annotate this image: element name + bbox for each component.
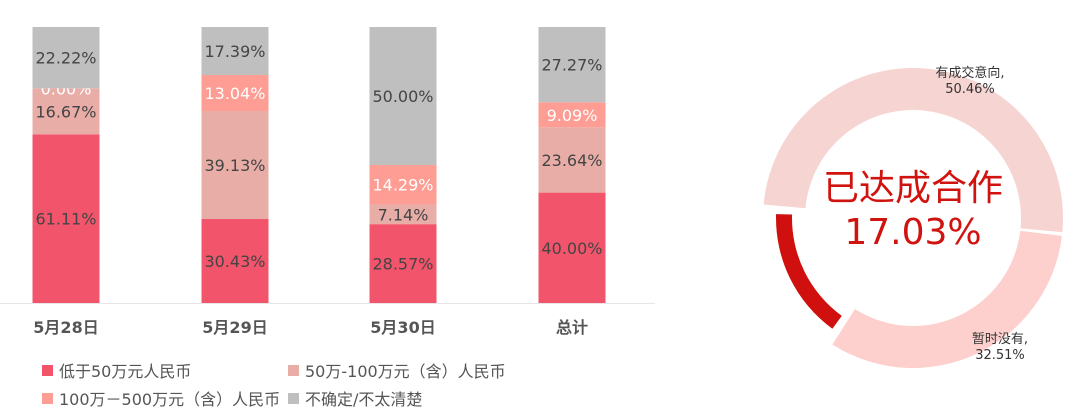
donut-slice	[776, 214, 842, 329]
legend-swatch	[42, 392, 53, 404]
data-label: 40.00%	[541, 239, 602, 258]
donut-center-title: 已达成合作	[823, 168, 1003, 209]
x-tick-label: 总计	[556, 318, 588, 337]
x-tick-label: 5月29日	[202, 318, 267, 337]
legend-item: 100万－500万元（含）人民币	[42, 386, 280, 410]
bar-segment	[32, 134, 100, 303]
slice-label: 暂时没有,	[972, 332, 1028, 347]
data-label: 30.43%	[204, 252, 265, 271]
legend-label: 100万－500万元（含）人民币	[59, 390, 281, 409]
data-label: 7.14%	[378, 205, 429, 224]
slice-value-label: 32.51%	[975, 348, 1025, 363]
bar-segment	[201, 111, 269, 220]
bar-segment	[369, 165, 437, 205]
legend-label: 不确定/不太清楚	[305, 390, 423, 409]
data-label: 27.27%	[541, 56, 602, 75]
slice-value-label: 50.46%	[945, 82, 995, 97]
bar-segment	[369, 224, 437, 303]
data-label: 13.04%	[204, 84, 265, 103]
bar-segment	[369, 27, 437, 165]
legend-swatch	[288, 392, 299, 404]
donut-center-value: 17.03%	[844, 212, 981, 253]
data-label: 17.39%	[204, 42, 265, 61]
data-label: 39.13%	[204, 156, 265, 175]
bar-segment	[32, 27, 100, 89]
legend-label: 低于50万元人民币	[59, 362, 192, 381]
legend-swatch	[288, 364, 299, 376]
x-tick-label: 5月30日	[370, 318, 435, 337]
bar-segment	[538, 102, 606, 128]
data-label: 22.22%	[35, 49, 96, 68]
bar-segment	[538, 127, 606, 193]
bar-segment	[369, 204, 437, 225]
data-label: 9.09%	[547, 106, 598, 125]
data-label: 28.57%	[372, 255, 433, 274]
bar-segment	[201, 219, 269, 303]
data-label: 16.67%	[35, 102, 96, 121]
legend-label: 50万-100万元（含）人民币	[305, 362, 506, 381]
donut-slice	[763, 68, 1063, 233]
legend-swatch	[42, 364, 53, 376]
data-label: 61.11%	[35, 210, 96, 229]
bar-segment	[32, 88, 100, 135]
slice-label: 有成交意向,	[935, 65, 1004, 81]
legend-item: 低于50万元人民币	[42, 358, 191, 382]
bar-segment	[538, 192, 606, 303]
data-label: 14.29%	[372, 176, 433, 195]
legend-item: 50万-100万元（含）人民币	[288, 358, 506, 382]
legend-item: 不确定/不太清楚	[288, 386, 422, 410]
bar-segment	[201, 75, 269, 112]
donut-slice	[832, 230, 1062, 368]
bar-segment	[538, 27, 606, 103]
x-tick-label: 5月28日	[33, 318, 98, 337]
data-label: 23.64%	[541, 151, 602, 170]
bar-segment	[201, 27, 269, 76]
data-label: 50.00%	[372, 87, 433, 106]
